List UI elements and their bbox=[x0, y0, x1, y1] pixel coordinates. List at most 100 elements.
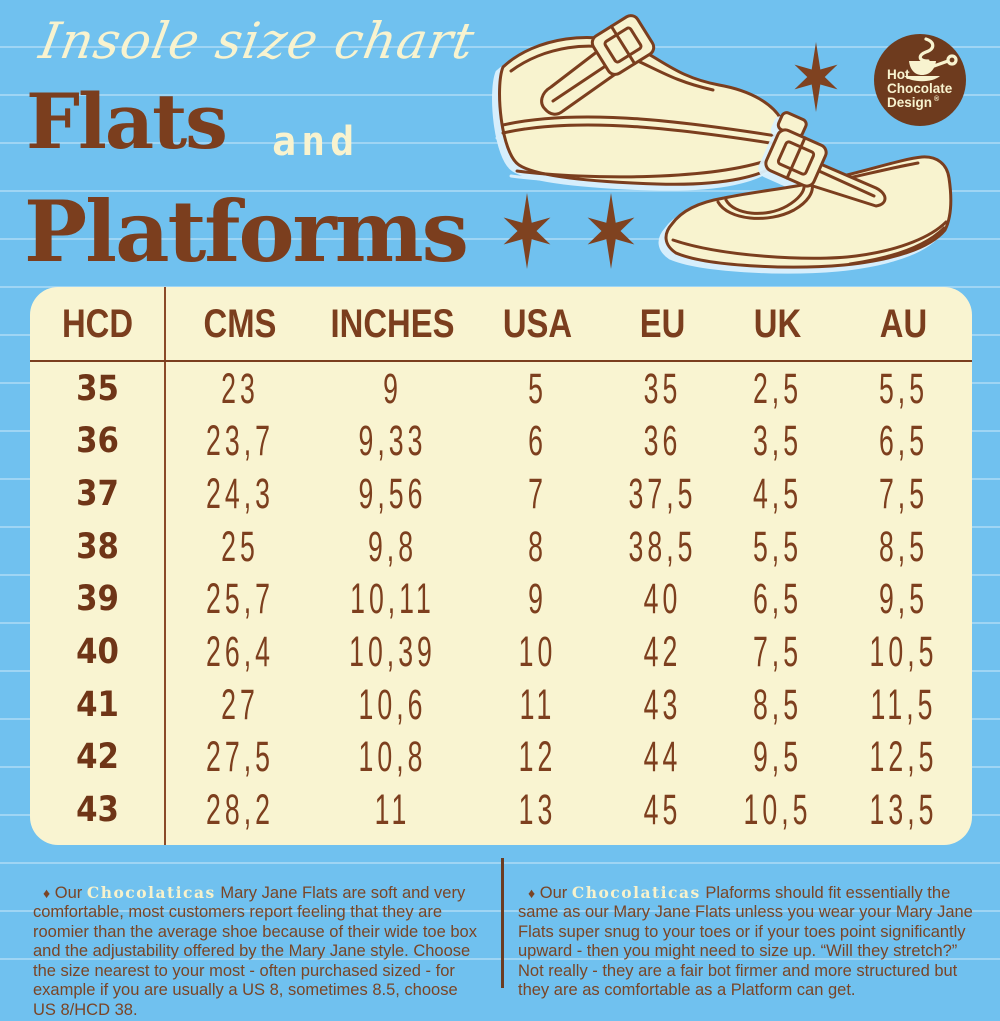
column-header-cms: CMS bbox=[203, 301, 277, 346]
table-cell: 7 bbox=[528, 470, 547, 519]
table-cell: 9,56 bbox=[358, 470, 427, 519]
column-header-usa: USA bbox=[502, 301, 573, 346]
table-cell: 40 bbox=[76, 632, 119, 673]
diamond-bullet-icon: ♦ bbox=[43, 884, 51, 901]
brand-word: Chocolaticas bbox=[571, 882, 701, 902]
flat-shoe-illustration bbox=[664, 111, 953, 269]
logo-line2: Chocolate bbox=[887, 81, 953, 96]
title-flats: Flats bbox=[26, 77, 228, 166]
table-cell: 10,5 bbox=[743, 786, 812, 835]
table-cell: 5,5 bbox=[878, 364, 929, 413]
table-cell: 9 bbox=[383, 364, 402, 413]
table-cell: 7,5 bbox=[878, 470, 929, 519]
table-cell: 43 bbox=[76, 790, 119, 831]
note-lead: Our bbox=[539, 883, 568, 902]
table-cell: 5,5 bbox=[752, 522, 803, 571]
size-table: HCD CMS INCHES USA EU UK AU 35 23 9 5 35… bbox=[30, 287, 972, 845]
note-flats: ♦ Our Chocolaticas Mary Jane Flats are s… bbox=[33, 883, 485, 1021]
logo-line1: Hot bbox=[887, 67, 910, 82]
column-header-uk: UK bbox=[753, 301, 802, 346]
table-cell: 6,5 bbox=[752, 575, 803, 624]
table-cell: 6 bbox=[528, 417, 547, 466]
table-cell: 9,8 bbox=[367, 522, 418, 571]
column-header-eu: EU bbox=[639, 301, 686, 346]
poster-subtitle: Insole size chart bbox=[35, 12, 480, 70]
platform-shoe-illustration bbox=[498, 14, 789, 186]
table-cell: 39 bbox=[76, 579, 119, 620]
table-column-divider bbox=[164, 287, 166, 845]
registered-mark: ® bbox=[934, 95, 940, 103]
table-row: 39 25,7 10,11 9 40 6,5 9,5 bbox=[30, 574, 972, 627]
table-header-row: HCD CMS INCHES USA EU UK AU bbox=[30, 287, 972, 360]
table-cell: 35 bbox=[76, 368, 119, 409]
table-cell: 6,5 bbox=[878, 417, 929, 466]
table-row: 38 25 9,8 8 38,5 5,5 8,5 bbox=[30, 521, 972, 574]
table-cell: 37 bbox=[76, 474, 119, 515]
table-cell: 10 bbox=[518, 628, 557, 677]
table-cell: 27 bbox=[221, 680, 259, 729]
table-cell: 40 bbox=[643, 575, 682, 624]
table-cell: 43 bbox=[643, 680, 682, 729]
table-cell: 11 bbox=[374, 786, 411, 835]
table-cell: 25,7 bbox=[206, 575, 274, 624]
note-body: Plaforms should fit essentially the same… bbox=[518, 883, 973, 1000]
table-cell: 38 bbox=[76, 526, 119, 567]
table-cell: 13,5 bbox=[869, 786, 938, 835]
star-icon bbox=[587, 193, 635, 269]
table-row: 43 28,2 11 13 45 10,5 13,5 bbox=[30, 784, 972, 837]
brand-word: Chocolaticas bbox=[86, 882, 216, 902]
table-row: 40 26,4 10,39 10 42 7,5 10,5 bbox=[30, 626, 972, 679]
table-cell: 26,4 bbox=[206, 628, 274, 677]
table-cell: 12,5 bbox=[869, 733, 938, 782]
table-cell: 28,2 bbox=[206, 786, 274, 835]
diamond-bullet-icon: ♦ bbox=[528, 884, 536, 901]
title-platforms: Platforms bbox=[24, 182, 469, 281]
table-cell: 25 bbox=[221, 522, 259, 571]
table-row: 35 23 9 5 35 2,5 5,5 bbox=[30, 363, 972, 416]
table-cell: 8,5 bbox=[752, 680, 803, 729]
logo-line3: Design bbox=[887, 95, 932, 110]
table-cell: 9,5 bbox=[752, 733, 803, 782]
table-cell: 36 bbox=[76, 421, 119, 462]
table-cell: 4,5 bbox=[752, 470, 803, 519]
table-cell: 2,5 bbox=[752, 364, 803, 413]
table-cell: 44 bbox=[643, 733, 682, 782]
brand-logo: Hot Chocolate Design ® bbox=[873, 33, 967, 127]
table-cell: 37,5 bbox=[628, 470, 697, 519]
table-cell: 10,8 bbox=[358, 733, 427, 782]
table-row: 37 24,3 9,56 7 37,5 4,5 7,5 bbox=[30, 468, 972, 521]
column-header-au: AU bbox=[879, 301, 928, 346]
table-cell: 23,7 bbox=[206, 417, 274, 466]
table-cell: 27,5 bbox=[206, 733, 274, 782]
table-cell: 8 bbox=[528, 522, 547, 571]
table-cell: 9,33 bbox=[358, 417, 427, 466]
table-body: 35 23 9 5 35 2,5 5,5 36 23,7 9,33 6 36 3… bbox=[30, 363, 972, 837]
table-cell: 35 bbox=[643, 364, 682, 413]
table-cell: 9,5 bbox=[878, 575, 929, 624]
table-cell: 8,5 bbox=[878, 522, 929, 571]
table-cell: 5 bbox=[528, 364, 547, 413]
table-cell: 23 bbox=[221, 364, 259, 413]
column-header-inches: INCHES bbox=[330, 301, 455, 346]
table-row: 42 27,5 10,8 12 44 9,5 12,5 bbox=[30, 732, 972, 785]
table-cell: 9 bbox=[528, 575, 547, 624]
table-cell: 11,5 bbox=[870, 680, 937, 729]
column-header-hcd: HCD bbox=[61, 301, 134, 346]
table-row: 36 23,7 9,33 6 36 3,5 6,5 bbox=[30, 416, 972, 469]
table-cell: 38,5 bbox=[628, 522, 697, 571]
table-cell: 13 bbox=[518, 786, 557, 835]
table-cell: 10,39 bbox=[349, 628, 436, 677]
note-lead: Our bbox=[54, 883, 83, 902]
star-icon bbox=[794, 42, 838, 112]
table-cell: 10,11 bbox=[350, 575, 435, 624]
table-cell: 10,5 bbox=[869, 628, 938, 677]
table-cell: 42 bbox=[643, 628, 682, 677]
table-cell: 7,5 bbox=[752, 628, 803, 677]
table-header-divider bbox=[30, 360, 972, 362]
note-body: Mary Jane Flats are soft and very comfor… bbox=[33, 883, 477, 1020]
star-icon bbox=[503, 193, 551, 269]
table-cell: 11 bbox=[519, 680, 556, 729]
steaming-cup-icon bbox=[904, 37, 958, 82]
table-row: 41 27 10,6 11 43 8,5 11,5 bbox=[30, 679, 972, 732]
